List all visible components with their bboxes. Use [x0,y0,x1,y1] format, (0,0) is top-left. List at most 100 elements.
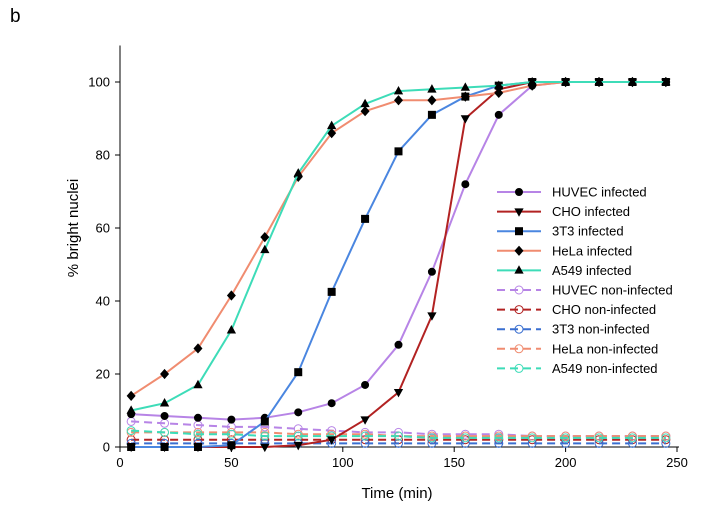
panel-label: b [10,6,21,27]
data-point [427,84,437,93]
data-point [661,76,671,86]
data-point [327,127,337,139]
legend-marker [514,265,524,274]
legend-label: CHO non-infected [552,302,656,317]
data-point [494,87,504,99]
data-point [427,110,436,119]
data-point [527,76,537,86]
data-point [494,438,504,448]
data-point [227,415,236,424]
data-point [193,379,203,389]
data-point [461,180,470,189]
data-point [160,427,170,437]
data-point [360,416,370,425]
data-point [494,433,504,443]
legend-label: 3T3 infected [552,224,624,239]
data-point [394,431,403,441]
legend-marker [514,363,524,373]
legend-label: A549 infected [552,263,632,278]
data-point [627,76,638,86]
data-point [226,429,236,439]
data-point [260,431,270,441]
legend-entry: HeLa infected [497,243,632,258]
y-tick-label: 0 [103,440,110,455]
legend-label: HeLa non-infected [552,341,658,356]
data-point [126,426,136,436]
data-point [127,442,136,451]
data-point [627,433,637,443]
x-tick-label: 250 [666,455,688,470]
data-point [427,312,437,321]
data-point [294,368,303,377]
data-point [594,76,604,86]
legend-entry: 3T3 infected [497,224,624,239]
legend-label: CHO infected [552,204,630,219]
series-a549-infected [126,76,671,414]
data-point [160,368,170,380]
legend-marker [515,227,524,236]
data-point [361,214,370,223]
data-point [160,411,169,420]
series-a549-non-infected [126,426,671,443]
legend-entry: HUVEC infected [497,185,647,200]
data-point [327,436,337,445]
data-point [394,340,403,349]
y-tick-label: 40 [96,294,110,309]
legend-marker [515,187,524,196]
data-point [293,424,303,434]
legend-entry: CHO infected [497,204,630,219]
legend-marker [514,208,524,217]
legend-label: HUVEC non-infected [552,283,673,298]
data-point [527,433,537,443]
data-point [160,442,169,451]
x-tick-label: 200 [555,455,577,470]
data-point [460,433,470,443]
data-point [427,95,437,106]
data-point [360,106,370,117]
legend-label: A549 non-infected [552,361,658,376]
data-point [460,438,470,448]
y-tick-label: 100 [88,75,110,90]
data-point [494,110,503,119]
data-point [193,429,203,439]
data-point [260,417,269,426]
data-point [227,441,236,450]
data-point [226,290,236,301]
x-axis-title: Time (min) [361,485,432,502]
y-tick-label: 20 [96,367,110,382]
legend-entry: HeLa non-infected [497,341,658,356]
legend-label: 3T3 non-infected [552,322,650,337]
legend-label: HeLa infected [552,243,632,258]
data-point [561,438,571,448]
data-point [661,438,671,448]
data-point [560,76,571,86]
y-tick-label: 60 [96,221,110,236]
data-point [193,413,202,422]
y-tick-label: 80 [96,148,110,163]
x-tick-label: 0 [116,455,123,470]
legend-marker [514,324,524,334]
data-point [126,405,136,414]
series-layer [126,76,671,453]
data-point [394,95,403,106]
data-point [427,438,437,448]
data-point [361,380,370,389]
x-tick-label: 150 [443,455,465,470]
legend-entry: A549 non-infected [497,361,658,376]
data-point [393,388,404,398]
data-point [293,431,303,441]
data-point [126,390,136,402]
data-point [460,82,470,91]
data-point [193,442,202,451]
data-point [460,91,470,102]
data-point [226,325,237,334]
data-point [460,115,470,124]
y-axis-title: % bright nuclei [65,179,82,277]
data-point [293,441,303,451]
data-point [159,398,170,407]
data-point [327,120,337,130]
data-point [327,287,336,296]
legend-marker [514,344,524,354]
data-point [394,147,403,156]
data-point [360,98,370,108]
